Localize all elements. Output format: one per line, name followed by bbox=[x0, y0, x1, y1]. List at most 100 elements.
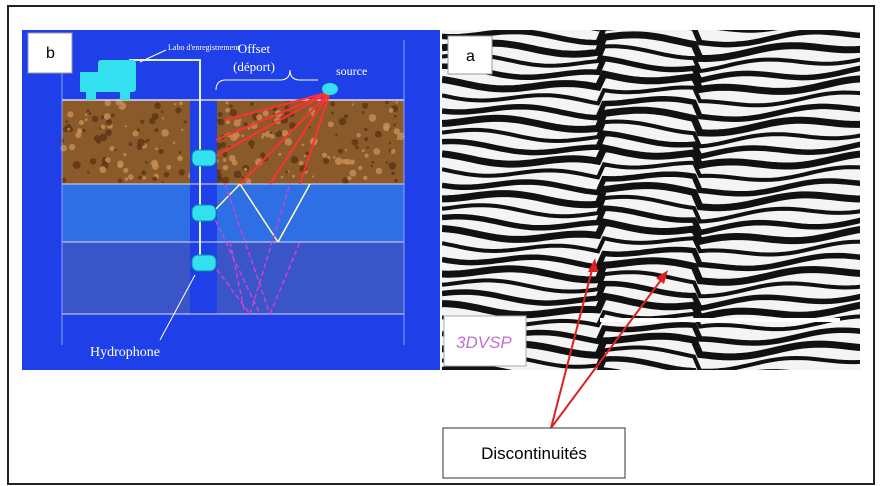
texture-dot bbox=[161, 129, 168, 136]
texture-dot bbox=[178, 169, 184, 175]
texture-dot bbox=[285, 138, 292, 145]
texture-dot bbox=[104, 113, 111, 120]
callout-label: Discontinuités bbox=[481, 444, 587, 463]
texture-dot bbox=[152, 113, 159, 120]
texture-dot bbox=[362, 111, 365, 114]
texture-dot bbox=[244, 122, 248, 126]
texture-dot bbox=[256, 114, 262, 120]
texture-dot bbox=[220, 142, 226, 148]
texture-dot bbox=[164, 172, 170, 178]
texture-dot bbox=[87, 171, 89, 173]
texture-dot bbox=[223, 158, 227, 162]
texture-dot bbox=[158, 149, 163, 154]
texture-dot bbox=[128, 174, 134, 180]
texture-dot bbox=[339, 118, 347, 126]
texture-dot bbox=[375, 131, 382, 138]
texture-dot bbox=[232, 160, 237, 165]
texture-dot bbox=[389, 108, 394, 113]
texture-dot bbox=[349, 170, 356, 177]
texture-dot bbox=[218, 112, 223, 117]
texture-dot bbox=[123, 168, 128, 173]
figure: b Labo d'enregistrement Offset (déport) … bbox=[0, 0, 882, 486]
texture-dot bbox=[106, 120, 112, 126]
panel-label: a bbox=[466, 48, 475, 65]
texture-dot bbox=[145, 161, 148, 164]
texture-dot bbox=[230, 109, 237, 116]
texture-dot bbox=[347, 176, 351, 180]
texture-dot bbox=[241, 134, 244, 137]
offset-label: Offset bbox=[238, 41, 271, 56]
texture-dot bbox=[291, 156, 298, 163]
texture-dot bbox=[270, 134, 275, 139]
texture-dot bbox=[394, 115, 397, 118]
texture-dot bbox=[79, 120, 84, 125]
texture-dot bbox=[87, 109, 90, 112]
texture-dot bbox=[250, 102, 254, 106]
water-layer bbox=[62, 184, 404, 242]
texture-dot bbox=[60, 145, 67, 152]
texture-dot bbox=[155, 147, 158, 150]
texture-dot bbox=[292, 175, 295, 178]
texture-dot bbox=[146, 139, 148, 141]
texture-dot bbox=[391, 172, 394, 175]
texture-dot bbox=[357, 133, 361, 137]
texture-dot bbox=[223, 165, 228, 170]
texture-dot bbox=[299, 161, 304, 166]
texture-dot bbox=[177, 156, 182, 161]
texture-dot bbox=[396, 101, 399, 104]
texture-dot bbox=[152, 163, 159, 170]
texture-dot bbox=[335, 157, 343, 165]
texture-dot bbox=[372, 161, 375, 164]
texture-dot bbox=[90, 158, 96, 164]
texture-dot bbox=[351, 103, 353, 105]
texture-dot bbox=[278, 153, 281, 156]
texture-dot bbox=[344, 114, 348, 118]
texture-dot bbox=[335, 134, 338, 137]
texture-dot bbox=[217, 119, 220, 122]
texture-dot bbox=[312, 175, 314, 177]
texture-dot bbox=[154, 128, 158, 132]
texture-dot bbox=[179, 151, 182, 154]
texture-dot bbox=[161, 111, 164, 114]
texture-dot bbox=[175, 107, 181, 113]
texture-dot bbox=[241, 176, 244, 179]
texture-dot bbox=[94, 135, 101, 142]
texture-dot bbox=[179, 102, 183, 106]
texture-dot bbox=[138, 176, 142, 180]
texture-dot bbox=[275, 130, 282, 137]
texture-dot bbox=[234, 119, 241, 126]
texture-dot bbox=[69, 144, 75, 150]
texture-dot bbox=[305, 151, 309, 155]
method-label: 3DVSP bbox=[456, 333, 512, 352]
texture-dot bbox=[162, 181, 164, 183]
texture-dot bbox=[345, 159, 351, 165]
texture-dot bbox=[331, 111, 334, 114]
texture-dot bbox=[248, 140, 255, 147]
texture-dot bbox=[125, 125, 127, 127]
texture-dot bbox=[367, 146, 370, 149]
texture-dot bbox=[371, 165, 373, 167]
texture-dot bbox=[67, 128, 70, 131]
texture-dot bbox=[352, 139, 359, 146]
texture-dot bbox=[137, 139, 145, 147]
texture-dot bbox=[73, 161, 81, 169]
texture-dot bbox=[234, 170, 242, 178]
texture-dot bbox=[65, 120, 68, 123]
texture-dot bbox=[383, 125, 389, 131]
texture-dot bbox=[269, 131, 272, 134]
texture-dot bbox=[322, 153, 327, 158]
texture-dot bbox=[114, 149, 117, 152]
texture-dot bbox=[362, 149, 365, 152]
texture-dot bbox=[333, 156, 336, 159]
texture-dot bbox=[154, 102, 161, 109]
texture-dot bbox=[385, 100, 389, 104]
texture-dot bbox=[181, 129, 183, 131]
texture-dot bbox=[89, 112, 92, 115]
texture-dot bbox=[285, 170, 288, 173]
texture-dot bbox=[304, 155, 306, 157]
texture-dot bbox=[162, 117, 164, 119]
texture-dot bbox=[364, 137, 368, 141]
texture-dot bbox=[85, 118, 88, 121]
texture-dot bbox=[128, 142, 132, 146]
texture-dot bbox=[338, 149, 343, 154]
